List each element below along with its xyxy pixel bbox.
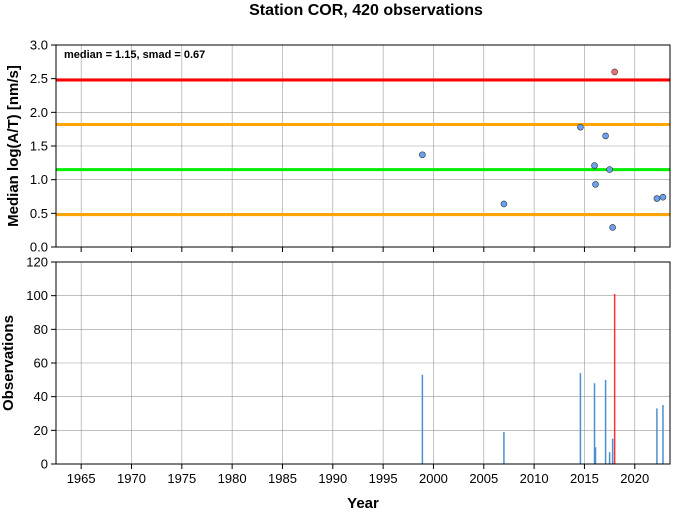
bottom-x-tick-label: 1990 xyxy=(318,471,347,486)
scatter-point xyxy=(653,195,661,202)
top-y-tick-label: 1.5 xyxy=(30,139,48,154)
x-axis-label: Year xyxy=(347,495,379,511)
bottom-y-tick-label: 0 xyxy=(41,457,48,472)
scatter-point xyxy=(611,68,618,76)
bottom-x-tick-label: 2010 xyxy=(520,471,549,486)
scatter-point xyxy=(419,151,426,159)
bottom-x-tick-label: 1995 xyxy=(369,471,398,486)
bottom-x-ticks: 1965 1970 1975 1980 1985 1990 1995 2000 2005 2010… xyxy=(67,464,649,486)
bottom-bars xyxy=(421,293,664,464)
bottom-y-tick-label: 60 xyxy=(34,356,48,371)
bottom-y-tick-label: 120 xyxy=(26,255,48,270)
stats-annotation: median = 1.15, smad = 0.67 xyxy=(64,49,205,61)
bottom-y-ticks: 0 20 40 60 80 100 120 xyxy=(26,255,56,472)
bottom-y-tick-label: 100 xyxy=(26,288,48,303)
bottom-y-tick-label: 20 xyxy=(34,423,48,438)
bottom-y-tick-label: 40 xyxy=(34,389,48,404)
observation-bar xyxy=(611,438,614,464)
top-points xyxy=(419,68,667,231)
bottom-x-tick-label: 1975 xyxy=(167,471,196,486)
bottom-x-tick-label: 1965 xyxy=(67,471,96,486)
bottom-x-tick-label: 1980 xyxy=(218,471,247,486)
scatter-point xyxy=(609,224,616,231)
observation-bar xyxy=(594,447,597,464)
bottom-x-tick-label: 2015 xyxy=(570,471,599,486)
top-panel: 0.0 0.5 1.0 1.5 2.0 2.5 3.0 median = 1.15, sma… xyxy=(5,38,671,255)
bottom-x-tick-label: 1970 xyxy=(117,471,146,486)
observation-bar xyxy=(421,374,424,464)
top-y-tick-label: 2.0 xyxy=(30,105,48,120)
bottom-y-tick-label: 80 xyxy=(34,322,48,337)
observation-bar xyxy=(604,379,607,464)
scatter-point xyxy=(577,123,584,131)
scatter-point xyxy=(592,181,599,188)
scatter-point xyxy=(606,166,613,173)
scatter-point xyxy=(602,132,609,140)
top-y-tick-label: 0.5 xyxy=(30,206,48,221)
chart-title: Station COR, 420 observations xyxy=(249,2,483,19)
top-y-tick-label: 0.0 xyxy=(30,240,48,255)
observation-bar xyxy=(662,405,664,464)
observation-bar xyxy=(656,408,658,464)
observation-bar xyxy=(613,293,616,464)
top-y-axis-label: Median log(A/T) [nm/s] xyxy=(5,65,22,227)
top-y-ticks: 0.0 0.5 1.0 1.5 2.0 2.5 3.0 xyxy=(30,38,636,255)
scatter-point xyxy=(659,193,667,201)
scatter-point xyxy=(500,200,508,208)
scatter-point xyxy=(591,162,598,169)
observation-bar xyxy=(608,452,611,464)
top-y-tick-label: 2.5 xyxy=(30,71,48,86)
bottom-x-tick-label: 1985 xyxy=(268,471,297,486)
top-y-tick-label: 1.0 xyxy=(30,172,48,187)
bottom-x-tick-label: 2020 xyxy=(620,471,649,486)
bottom-x-tick-label: 2005 xyxy=(469,471,498,486)
observation-bar xyxy=(579,373,582,464)
bottom-x-tick-label: 2000 xyxy=(419,471,448,486)
observation-bar xyxy=(593,383,596,464)
top-reference-lines xyxy=(56,78,670,217)
bottom-y-axis-label: Observations xyxy=(0,315,17,411)
top-y-tick-label: 3.0 xyxy=(30,38,48,53)
observation-bar xyxy=(503,432,505,464)
bottom-panel: 0 20 40 60 80 100 120 1965 1970 1975 1980 1985 1990… xyxy=(0,255,671,512)
